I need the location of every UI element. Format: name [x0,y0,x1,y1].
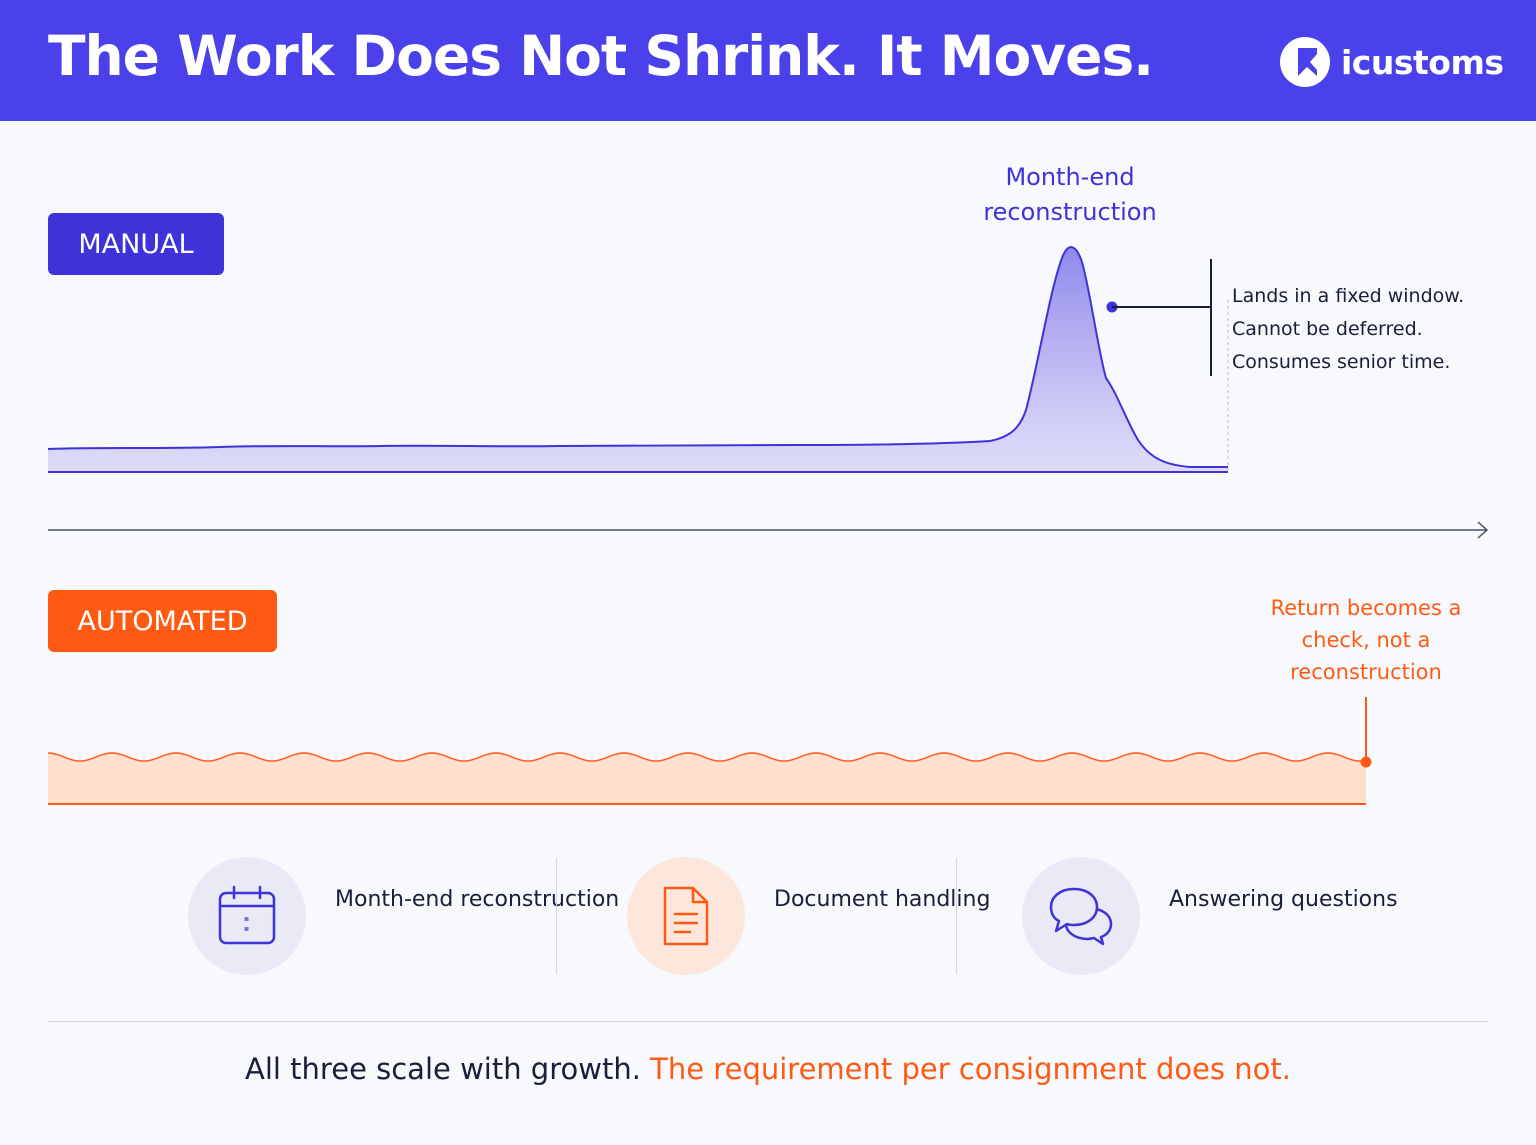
peak-label: Month-end reconstruction [983,163,1157,226]
brand-mark-icon [1280,37,1330,87]
footer-rule [48,1021,1488,1022]
chat-icon-circle [1022,857,1140,975]
footer-statement: All three scale with growth. The require… [0,1052,1536,1086]
document-icon-circle [627,857,745,975]
manual-workload-area [48,247,1228,472]
automated-workload-line [47,752,1367,762]
automated-workload-area [48,753,1366,804]
category-label: Answering questions [1169,887,1398,912]
peak-note-line: Consumes senior time. [1232,351,1451,373]
peak-note-line: Lands in a fixed window. [1232,285,1465,307]
document-icon [663,886,709,946]
brand-logo: icustoms [1279,35,1504,89]
header-bar: The Work Does Not Shrink. It Moves. icus… [0,0,1536,121]
brand-name: icustoms [1341,42,1504,82]
automated-label: AUTOMATED [48,590,277,652]
peak-note-line: Cannot be deferred. [1232,318,1423,340]
chat-bubbles-icon [1049,887,1113,946]
calendar-icon-circle [188,857,306,975]
calendar-icon [218,885,276,945]
manual-workload-line [47,246,1228,468]
timeline-arrowhead [1477,521,1489,539]
page-title: The Work Does Not Shrink. It Moves. [48,24,1154,88]
category-label: Month-end reconstruction [335,887,620,912]
divider [956,858,957,974]
manual-label: MANUAL [48,213,224,275]
peak-notes: Lands in a fixed window. Cannot be defer… [1232,280,1464,379]
return-note: Return becomes a check, not a reconstruc… [1270,596,1462,684]
footer-part-1: All three scale with growth. [245,1052,641,1086]
category-label: Document handling [774,887,991,912]
footer-part-2: The requirement per consignment does not… [650,1052,1291,1086]
divider [556,858,557,974]
return-callout-dot [1360,756,1372,768]
